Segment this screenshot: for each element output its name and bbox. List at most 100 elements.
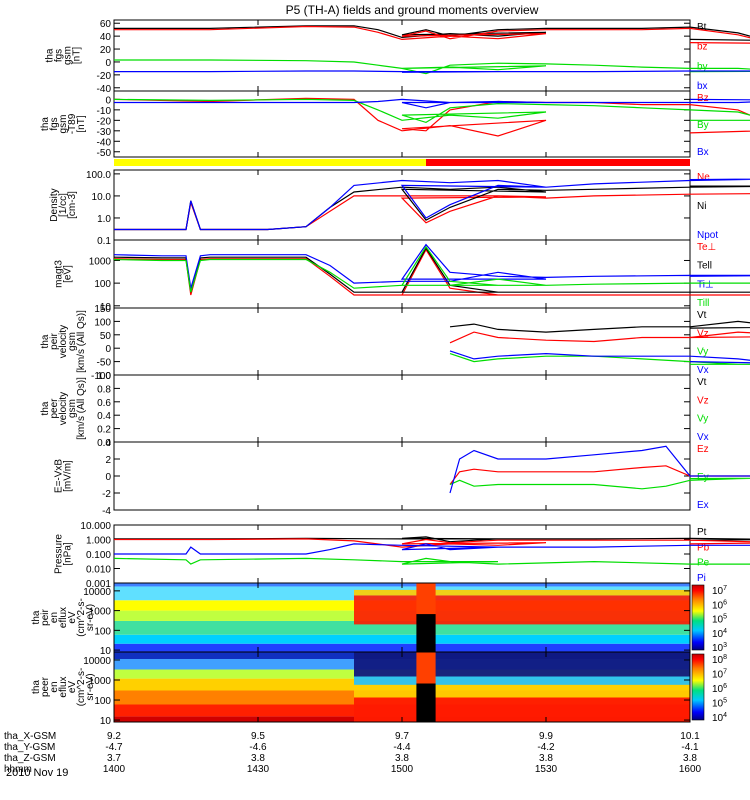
series-line-Bt (114, 25, 750, 41)
y-tick-label: 0 (105, 95, 111, 106)
y-tick-label: -30 (97, 127, 112, 138)
y-axis-label: fgs (49, 117, 60, 130)
mode-bar-segment (426, 159, 690, 166)
series-line-Vt (449, 320, 750, 333)
y-tick-label: 0.1 (97, 236, 111, 247)
panel-pressure: 10.000 1.000 0.100 0.010 0.001 Pressure[nPa] P… (54, 521, 750, 590)
colorbar (691, 584, 705, 651)
y-axis-label: eflux (58, 676, 69, 697)
y-axis-label: en (49, 681, 60, 692)
spec-overlay (354, 595, 690, 625)
y-tick-label: 1000 (89, 676, 112, 687)
legend-Pi: Pi (697, 573, 706, 584)
legend-bx: bx (697, 81, 708, 92)
y-tick-label: 50 (100, 331, 112, 342)
y-axis-label: [nT] (76, 115, 87, 132)
spec-overlay (354, 589, 690, 596)
colorbar-exponent: 4 (723, 712, 727, 719)
y-axis-label: [mV/m] (63, 460, 74, 492)
legend-Ex: Ex (697, 500, 709, 511)
legend-Bx: Bx (697, 147, 709, 158)
axis-row-value: 3.8 (683, 753, 697, 764)
y-tick-label: 10 (100, 716, 112, 727)
legend-Npot: Npot (697, 230, 718, 241)
spec-band (114, 620, 690, 635)
y-tick-label: 10 (100, 302, 112, 313)
y-axis-label: sr-eV) (85, 604, 96, 631)
y-tick-label: 10 (100, 646, 112, 657)
axis-row-value: 3.8 (251, 753, 265, 764)
axis-row-label: tha_Y-GSM (4, 742, 55, 753)
colorbar-exponent: 8 (723, 654, 727, 661)
y-axis-label: magt3 (54, 260, 65, 288)
legend-Ne: Ne (697, 172, 710, 183)
y-axis-label: tha (40, 401, 51, 415)
legend-Vz: Vz (697, 328, 709, 339)
legend-Vy: Vy (697, 347, 708, 358)
y-tick-label: 100 (94, 696, 111, 707)
y-axis-label: gsm (67, 399, 78, 418)
y-tick-label: 4 (105, 438, 111, 449)
spec-gap-edge (416, 583, 436, 615)
y-axis-label: E=-VxB (54, 459, 65, 494)
series-line-Pi (114, 543, 750, 555)
y-axis-label: gsm (63, 46, 74, 65)
colorbar-label: 105 (712, 614, 727, 626)
y-tick-label: 1.000 (86, 536, 111, 547)
series-line-Pb (114, 538, 750, 548)
y-axis-label: [km/s (All Qs)] (76, 310, 87, 373)
legend-by: by (697, 61, 708, 72)
colorbar-label: 103 (712, 642, 727, 654)
axis-row-value: 3.8 (395, 753, 409, 764)
spec-data-gap (416, 614, 436, 652)
y-tick-label: -40 (97, 137, 112, 148)
y-tick-label: 150 (94, 304, 111, 315)
panel-frame (113, 239, 691, 309)
y-axis-label: tha (45, 48, 56, 62)
colorbar-label: 104 (712, 628, 727, 640)
axis-row-value: 1600 (679, 764, 702, 775)
y-tick-label: 2 (105, 455, 111, 466)
bottom-axis: tha_X-GSMtha_Y-GSMtha_Z-GSMhhmm9.2-4.73.… (4, 731, 702, 775)
axis-row-value: 9.9 (539, 731, 553, 742)
legend-Ti⊥: Ti⊥ (697, 279, 714, 290)
y-tick-label: 10.000 (80, 521, 111, 532)
y-tick-label: 0 (105, 344, 111, 355)
panel-temperature: 1000 100 10 magt3[eV] Te⊥ Tell Ti⊥ Till (54, 239, 750, 313)
series-line-Ne (114, 193, 750, 231)
axis-row-value: 1400 (103, 764, 126, 775)
y-axis-label: [nT] (72, 47, 83, 64)
y-tick-label: 0.4 (97, 411, 111, 422)
y-axis-label: [cm-3] (67, 191, 78, 219)
axis-row-value: 9.7 (395, 731, 409, 742)
y-axis-label: Density (49, 188, 60, 221)
colorbar-label: 104 (712, 712, 727, 724)
legend-Till: Till (697, 298, 709, 309)
y-axis-label: velocity (58, 392, 69, 425)
axis-row-value: -4.2 (537, 742, 555, 753)
axis-row-value: -4.7 (105, 742, 123, 753)
y-tick-label: -100 (91, 371, 111, 382)
panel-peer-velocity: 1.0 0.8 0.6 0.4 0.2 0.0 thapeervelocitygsm[km/… (40, 371, 709, 449)
y-axis-label: peir (40, 608, 51, 625)
y-tick-label: 10.0 (92, 192, 112, 203)
legend-Ez: Ez (697, 444, 709, 455)
colorbar-label: 107 (712, 585, 727, 597)
legend-Pe: Pe (697, 558, 710, 569)
series-line-Till (113, 245, 750, 293)
y-tick-label: 0.010 (86, 565, 111, 576)
series-line-bz (114, 25, 750, 44)
y-axis-label: gsm (67, 332, 78, 351)
panel-peir-spec: 10000 1000 100 10 thapeirenefluxeV(cm^2-s-sr… (31, 582, 691, 657)
axis-row-value: -4.1 (681, 742, 699, 753)
y-tick-label: 40 (100, 32, 112, 43)
y-tick-label: 0 (105, 472, 111, 483)
legend-Vy: Vy (697, 414, 708, 425)
y-tick-label: 0.6 (97, 398, 111, 409)
legend-Bz: Bz (697, 93, 709, 104)
mode-bar-segment (114, 159, 426, 166)
legend-By: By (697, 120, 709, 131)
axis-row-value: 3.7 (107, 753, 121, 764)
y-axis-label: tha (31, 610, 42, 624)
y-tick-label: 100.0 (86, 170, 111, 181)
